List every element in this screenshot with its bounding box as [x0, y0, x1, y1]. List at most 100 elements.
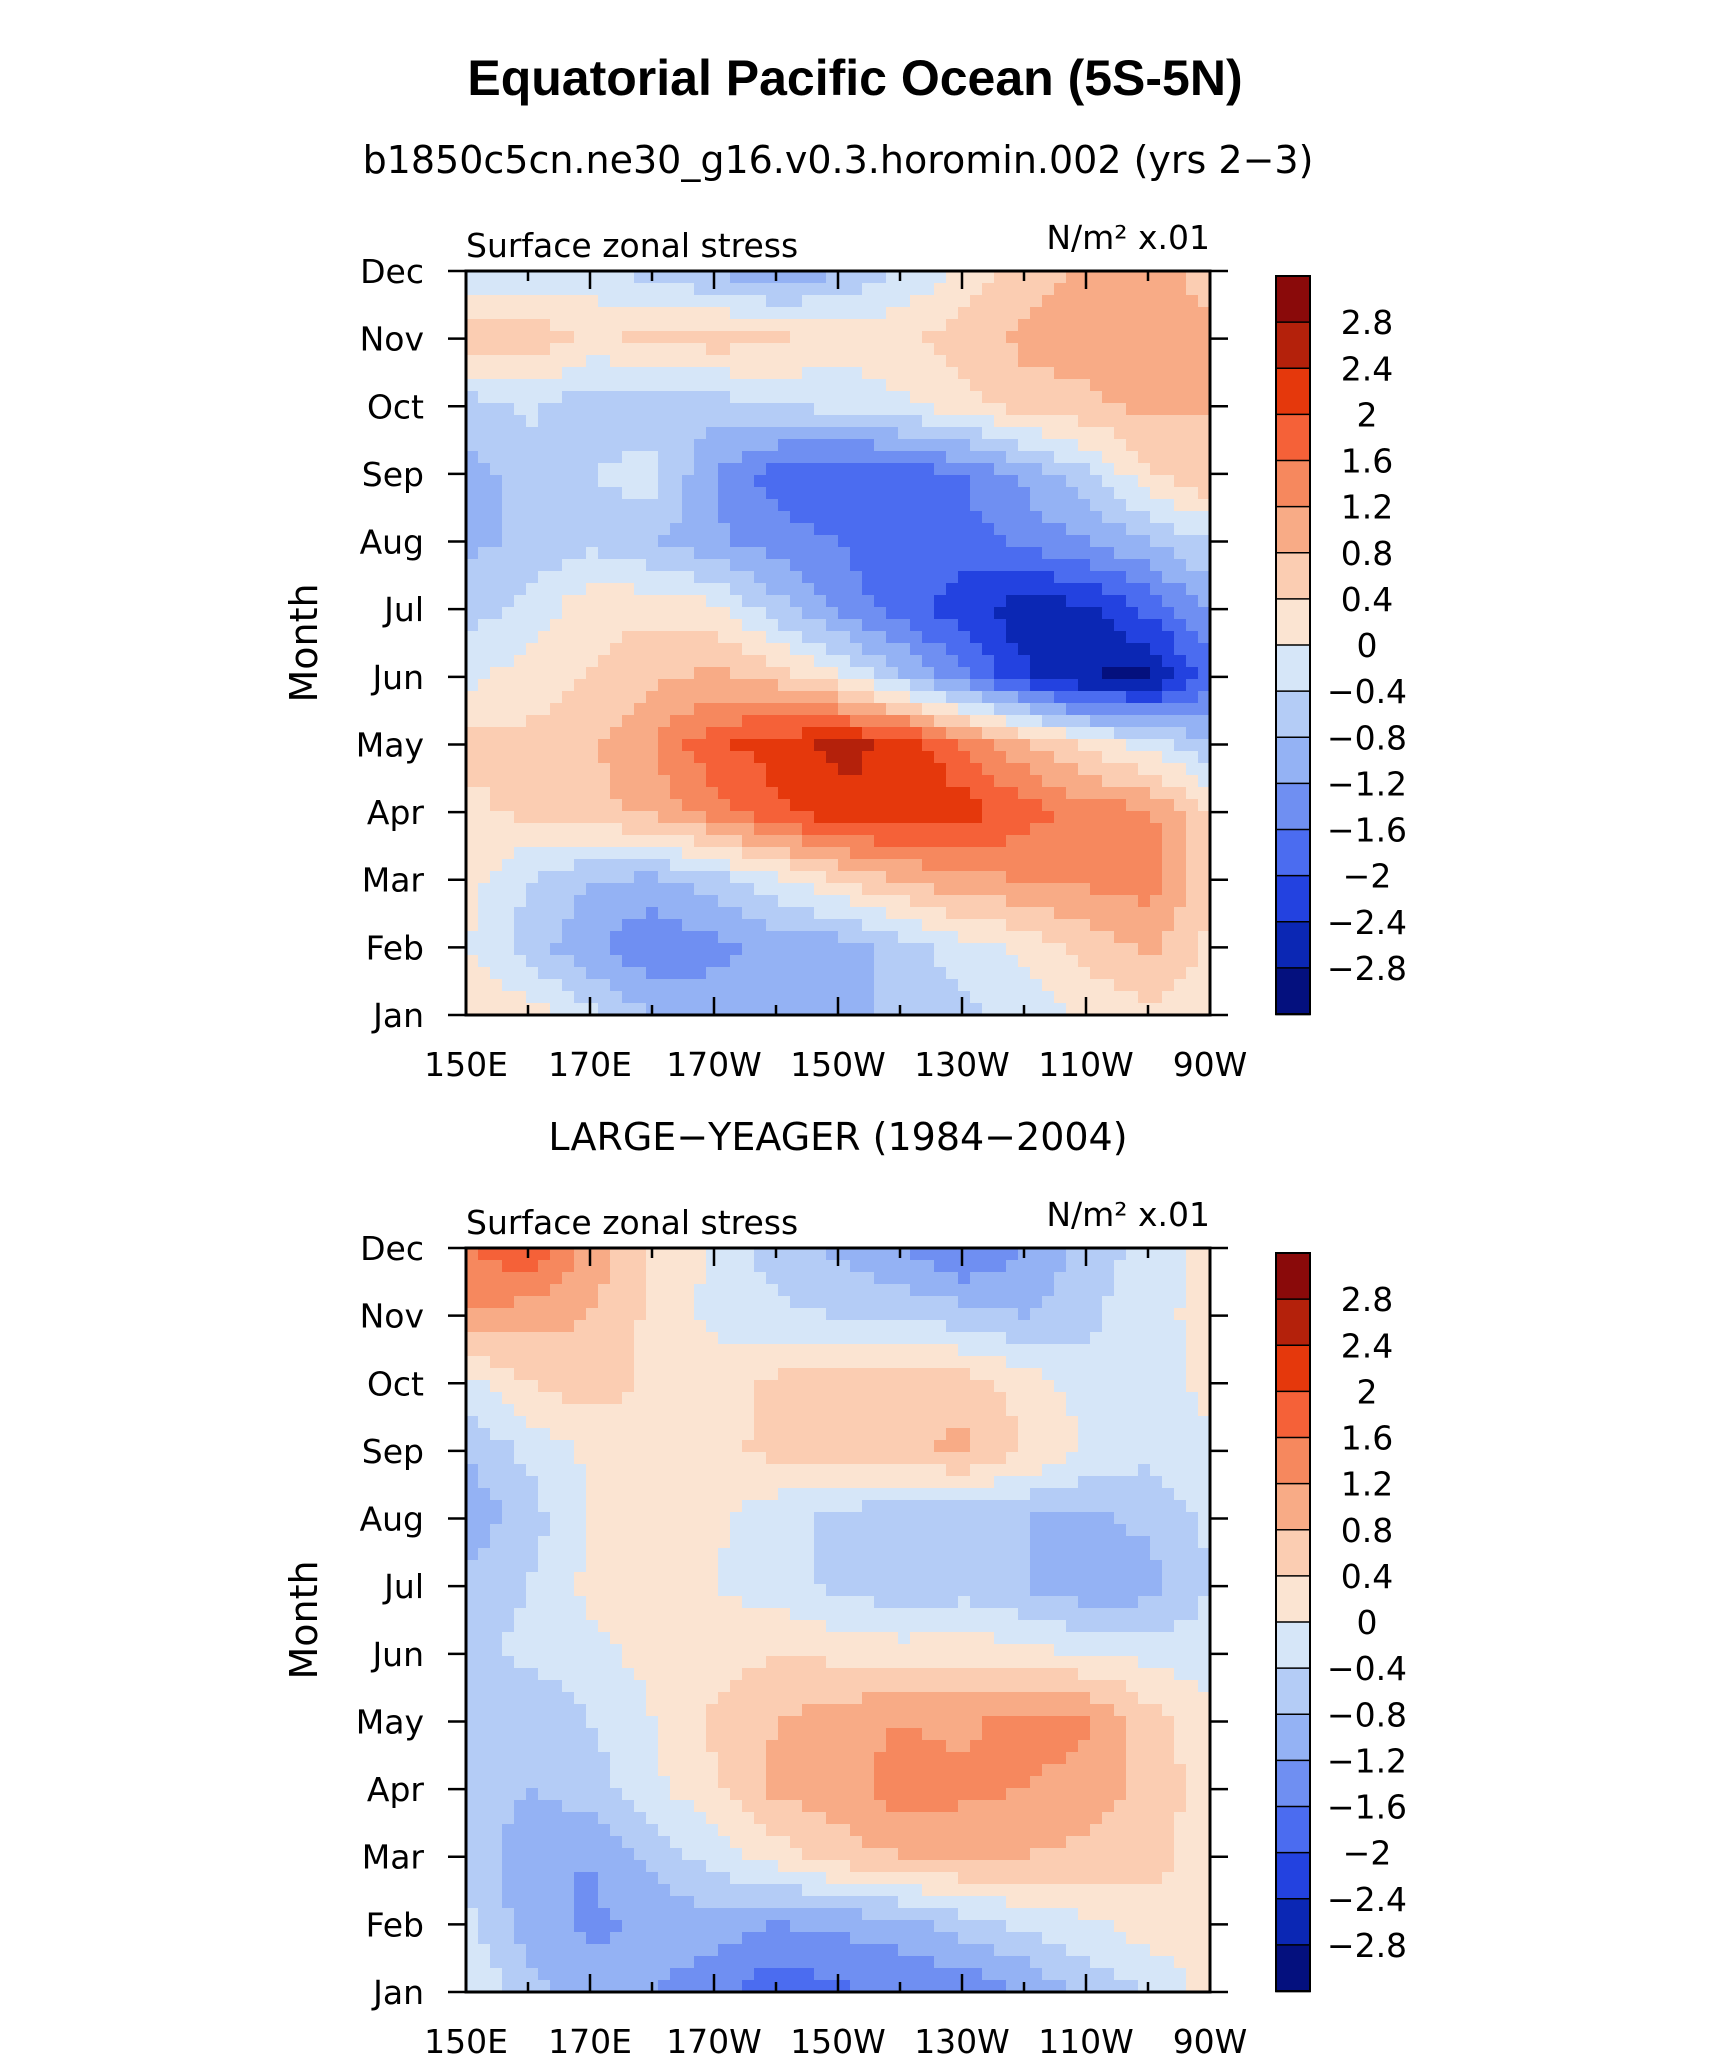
contour-cell [490, 595, 503, 608]
contour-cell [598, 1404, 611, 1417]
contour-cell [1138, 835, 1151, 848]
contour-cell [478, 295, 491, 308]
contour-cell [694, 895, 707, 908]
contour-cell [538, 763, 551, 776]
contour-cell [1186, 655, 1199, 668]
contour-cell [598, 1284, 611, 1297]
contour-cell [1030, 283, 1043, 296]
contour-cell [910, 931, 923, 944]
contour-cell [1090, 475, 1103, 488]
contour-cell [574, 283, 587, 296]
contour-cell [1186, 883, 1199, 896]
contour-cell [1054, 787, 1067, 800]
contour-cell [610, 523, 623, 536]
contour-cell [766, 523, 779, 536]
contour-cell [814, 343, 827, 356]
contour-cell [826, 847, 839, 860]
contour-cell [610, 1320, 623, 1333]
contour-cell [826, 595, 839, 608]
contour-cell [946, 427, 959, 440]
contour-cell [538, 679, 551, 692]
contour-cell [1150, 1296, 1163, 1309]
contour-cell [1150, 343, 1163, 356]
contour-cell [610, 475, 623, 488]
contour-cell [622, 379, 635, 392]
contour-cell [610, 679, 623, 692]
contour-cell [478, 1248, 491, 1261]
contour-cell [862, 643, 875, 656]
contour-cell [502, 979, 515, 992]
contour-cell [706, 1404, 719, 1417]
contour-cell [634, 415, 647, 428]
contour-cell [1186, 871, 1199, 884]
contour-cell [586, 955, 599, 968]
contour-cell [862, 727, 875, 740]
contour-cell [862, 823, 875, 836]
contour-cell [718, 691, 731, 704]
contour-cell [490, 295, 503, 308]
contour-cell [778, 631, 791, 644]
contour-cell [526, 463, 539, 476]
contour-cell [778, 967, 791, 980]
contour-cell [730, 1404, 743, 1417]
contour-cell [502, 643, 515, 656]
contour-cell [1102, 391, 1115, 404]
contour-cell [970, 1392, 983, 1405]
contour-cell [634, 427, 647, 440]
contour-cell [742, 475, 755, 488]
contour-cell [478, 931, 491, 944]
contour-cell [910, 847, 923, 860]
contour-cell [1138, 1284, 1151, 1297]
contour-cell [790, 319, 803, 332]
contour-cell [1042, 1272, 1055, 1285]
contour-cell [1114, 1296, 1127, 1309]
contour-cell [1054, 607, 1067, 620]
contour-cell [1126, 439, 1139, 452]
contour-cell [1006, 367, 1019, 380]
contour-cell [718, 463, 731, 476]
contour-cell [1174, 511, 1187, 524]
contour-cell [526, 691, 539, 704]
contour-cell [706, 1308, 719, 1321]
contour-cell [850, 331, 863, 344]
contour-cell [562, 1284, 575, 1297]
contour-cell [466, 307, 479, 320]
contour-cell [502, 1344, 515, 1357]
contour-cell [1162, 295, 1175, 308]
contour-cell [754, 679, 767, 692]
contour-cell [958, 499, 971, 512]
contour-cell [1054, 811, 1067, 824]
contour-cell [538, 727, 551, 740]
contour-cell [1006, 787, 1019, 800]
contour-cell [610, 1296, 623, 1309]
contour-cell [742, 1296, 755, 1309]
contour-cell [826, 547, 839, 560]
contour-cell [658, 883, 671, 896]
contour-cell [754, 547, 767, 560]
contour-cell [970, 1248, 983, 1261]
contour-cell [1018, 535, 1031, 548]
contour-cell [670, 703, 683, 716]
contour-cell [670, 1344, 683, 1357]
contour-cell [658, 1332, 671, 1345]
contour-cell [610, 859, 623, 872]
contour-cell [478, 559, 491, 572]
contour-cell [1150, 607, 1163, 620]
contour-cell [850, 715, 863, 728]
contour-cell [778, 439, 791, 452]
contour-cell [1078, 547, 1091, 560]
contour-cell [730, 787, 743, 800]
contour-cell [574, 451, 587, 464]
contour-cell [1066, 511, 1079, 524]
contour-cell [730, 979, 743, 992]
contour-cell [910, 943, 923, 956]
contour-cell [1006, 1440, 1019, 1453]
contour-cell [658, 1284, 671, 1297]
contour-cell [1030, 1308, 1043, 1321]
contour-cell [490, 403, 503, 416]
contour-cell [610, 883, 623, 896]
contour-cell [778, 919, 791, 932]
contour-cell [1114, 619, 1127, 632]
contour-cell [826, 811, 839, 824]
contour-cell [610, 343, 623, 356]
